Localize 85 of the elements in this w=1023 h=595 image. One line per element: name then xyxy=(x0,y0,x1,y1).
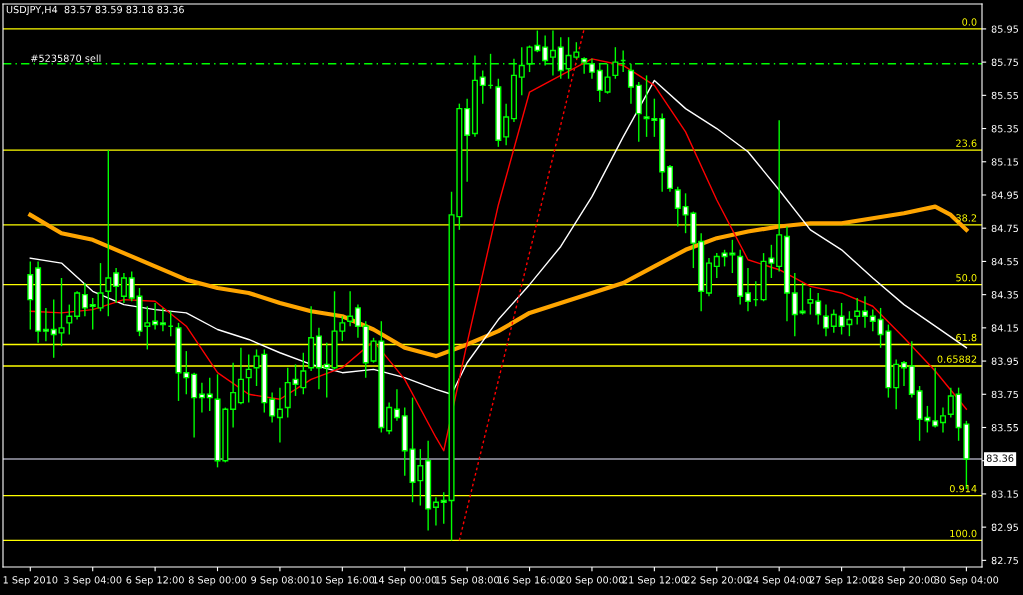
candlestick xyxy=(159,307,166,332)
candlestick xyxy=(674,185,681,228)
candlestick xyxy=(113,267,120,304)
candlestick xyxy=(932,367,939,429)
annotation: 23.6 xyxy=(956,139,977,147)
candlestick xyxy=(939,406,947,434)
candlestick xyxy=(893,358,900,410)
x-tick-label: 20 Sep 00:00 xyxy=(560,576,624,586)
candlestick xyxy=(432,496,439,527)
y-tick-label: 85.75 xyxy=(991,58,1019,66)
candlestick xyxy=(120,272,127,304)
y-tick-label: 84.15 xyxy=(991,324,1019,332)
y-tick-label: 83.95 xyxy=(991,357,1019,365)
candlestick xyxy=(604,63,611,95)
y-tick-label: 85.15 xyxy=(991,158,1019,166)
x-tick-label: 16 Sep 16:00 xyxy=(498,576,562,586)
candlestick xyxy=(869,308,876,332)
candlestick xyxy=(191,371,198,439)
y-tick-label: 85.35 xyxy=(991,125,1019,133)
y-tick-label: 82.95 xyxy=(991,523,1019,531)
candlestick xyxy=(744,267,752,312)
y-tick-label: 84.75 xyxy=(991,224,1019,233)
candlestick xyxy=(822,303,830,337)
annotation: 50.0 xyxy=(956,274,977,282)
x-tick-label: 14 Sep 00:00 xyxy=(373,576,437,586)
candlestick xyxy=(815,292,822,326)
annotation: 0.65882 xyxy=(937,355,977,363)
candlestick xyxy=(713,252,720,279)
candlestick xyxy=(276,386,283,444)
candlestick xyxy=(386,401,393,435)
ref-line-label: 83.36 xyxy=(986,454,1014,462)
candlestick xyxy=(393,388,400,422)
x-tick-label: 3 Sep 04:00 xyxy=(64,576,122,586)
candlestick xyxy=(269,391,276,424)
x-tick-label: 24 Sep 04:00 xyxy=(747,576,811,586)
y-tick-label: 84.95 xyxy=(991,191,1019,199)
candlestick xyxy=(354,303,361,339)
candlestick xyxy=(74,290,81,321)
annotation: 0.914 xyxy=(949,484,977,493)
candlestick xyxy=(807,287,814,316)
annotation: 0.0 xyxy=(962,18,977,26)
y-tick-label: 84.35 xyxy=(991,291,1019,299)
candlestick xyxy=(947,386,954,419)
annotation: 100.0 xyxy=(950,529,977,538)
x-tick-label: 15 Sep 08:00 xyxy=(435,576,499,586)
x-tick-label: 27 Sep 12:00 xyxy=(809,576,874,586)
candlestick xyxy=(518,46,525,97)
candlestick xyxy=(42,307,49,342)
y-tick-label: 83.15 xyxy=(991,490,1019,498)
x-tick-label: 30 Sep 04:00 xyxy=(934,576,999,586)
candlestick xyxy=(830,308,837,334)
chart-title: USDJPY,H4 83.57 83.59 83.18 83.36 xyxy=(6,5,184,16)
x-tick-label: 6 Sep 12:00 xyxy=(126,576,184,586)
candlestick xyxy=(854,297,861,326)
x-tick-label: 21 Sep 12:00 xyxy=(622,576,687,586)
y-tick-label: 85.55 xyxy=(991,91,1019,100)
candlestick xyxy=(791,272,798,337)
annotation: 38.2 xyxy=(956,214,977,222)
annotation: 61.8 xyxy=(956,333,977,342)
x-tick-label: 8 Sep 00:00 xyxy=(188,576,247,586)
x-tick-label: 28 Sep 20:00 xyxy=(872,576,936,586)
ref-line-label: #5235870 sell xyxy=(31,54,101,62)
candlestick xyxy=(440,491,447,525)
y-tick-label: 82.75 xyxy=(991,556,1019,565)
candlestick xyxy=(799,282,806,316)
candlestick xyxy=(666,164,674,193)
candlestick xyxy=(237,347,244,405)
y-tick-label: 83.75 xyxy=(991,390,1019,399)
candlestick xyxy=(105,149,112,317)
x-tick-label: 1 Sep 2010 xyxy=(3,576,58,586)
y-tick-label: 83.55 xyxy=(991,423,1019,432)
candlestick xyxy=(479,69,486,105)
y-tick-label: 84.55 xyxy=(991,257,1019,266)
x-tick-label: 9 Sep 08:00 xyxy=(251,576,309,586)
candlestick xyxy=(66,303,73,336)
candlestick xyxy=(245,353,252,404)
x-tick-label: 10 Sep 16:00 xyxy=(310,576,375,586)
candlestick xyxy=(347,290,354,327)
candlestick xyxy=(503,102,510,146)
candlestick xyxy=(900,360,908,387)
y-tick-label: 85.95 xyxy=(991,25,1019,33)
candlestick xyxy=(230,362,237,429)
candlestick xyxy=(861,295,869,329)
candlestick xyxy=(81,282,88,317)
x-tick-label: 22 Sep 20:00 xyxy=(685,576,749,586)
